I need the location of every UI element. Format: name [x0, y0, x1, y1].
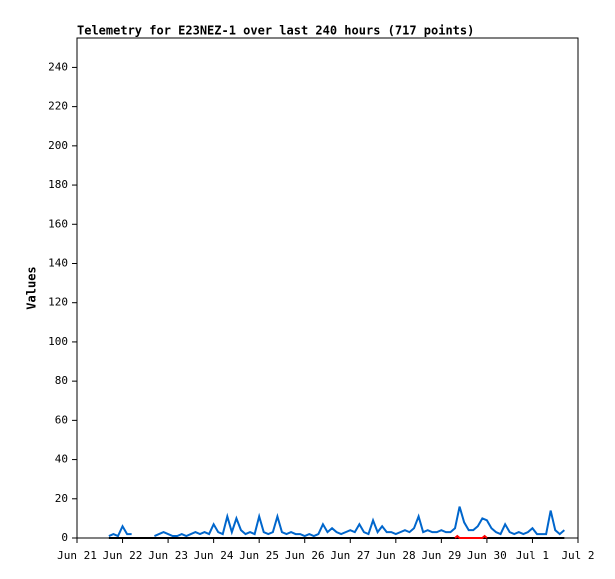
x-tick-label: Jun 29	[421, 549, 461, 562]
x-tick-label: Jun 21	[57, 549, 97, 562]
y-tick-label: 60	[55, 413, 68, 426]
series-line	[108, 506, 565, 538]
y-tick-label: 20	[55, 492, 68, 505]
chart-title: Telemetry for E23NEZ-1 over last 240 hou…	[77, 24, 474, 38]
y-tick-label: 160	[48, 217, 68, 230]
x-tick-label: Jul 2	[561, 549, 594, 562]
x-tick-label: Jul 1	[516, 549, 549, 562]
y-tick-label: 220	[48, 100, 68, 113]
x-tick-label: Jun 23	[148, 549, 188, 562]
series-line	[454, 534, 488, 539]
x-tick-label: Jun 25	[239, 549, 279, 562]
x-tick-label: Jun 30	[467, 549, 507, 562]
y-tick-label: 80	[55, 374, 68, 387]
y-tick-label: 240	[48, 60, 68, 73]
x-tick-label: Jun 27	[330, 549, 370, 562]
y-tick-label: 0	[61, 531, 68, 544]
y-tick-label: 180	[48, 178, 68, 191]
y-tick-label: 40	[55, 453, 68, 466]
x-tick-label: Jun 24	[194, 549, 234, 562]
y-axis-label: Values	[25, 266, 39, 309]
y-tick-label: 120	[48, 296, 68, 309]
x-tick-label: Jun 28	[376, 549, 416, 562]
y-tick-label: 200	[48, 139, 68, 152]
x-tick-label: Jun 26	[285, 549, 325, 562]
y-tick-label: 100	[48, 335, 68, 348]
plot-frame	[76, 37, 579, 539]
x-tick-label: Jun 22	[103, 549, 143, 562]
y-tick-label: 140	[48, 256, 68, 269]
